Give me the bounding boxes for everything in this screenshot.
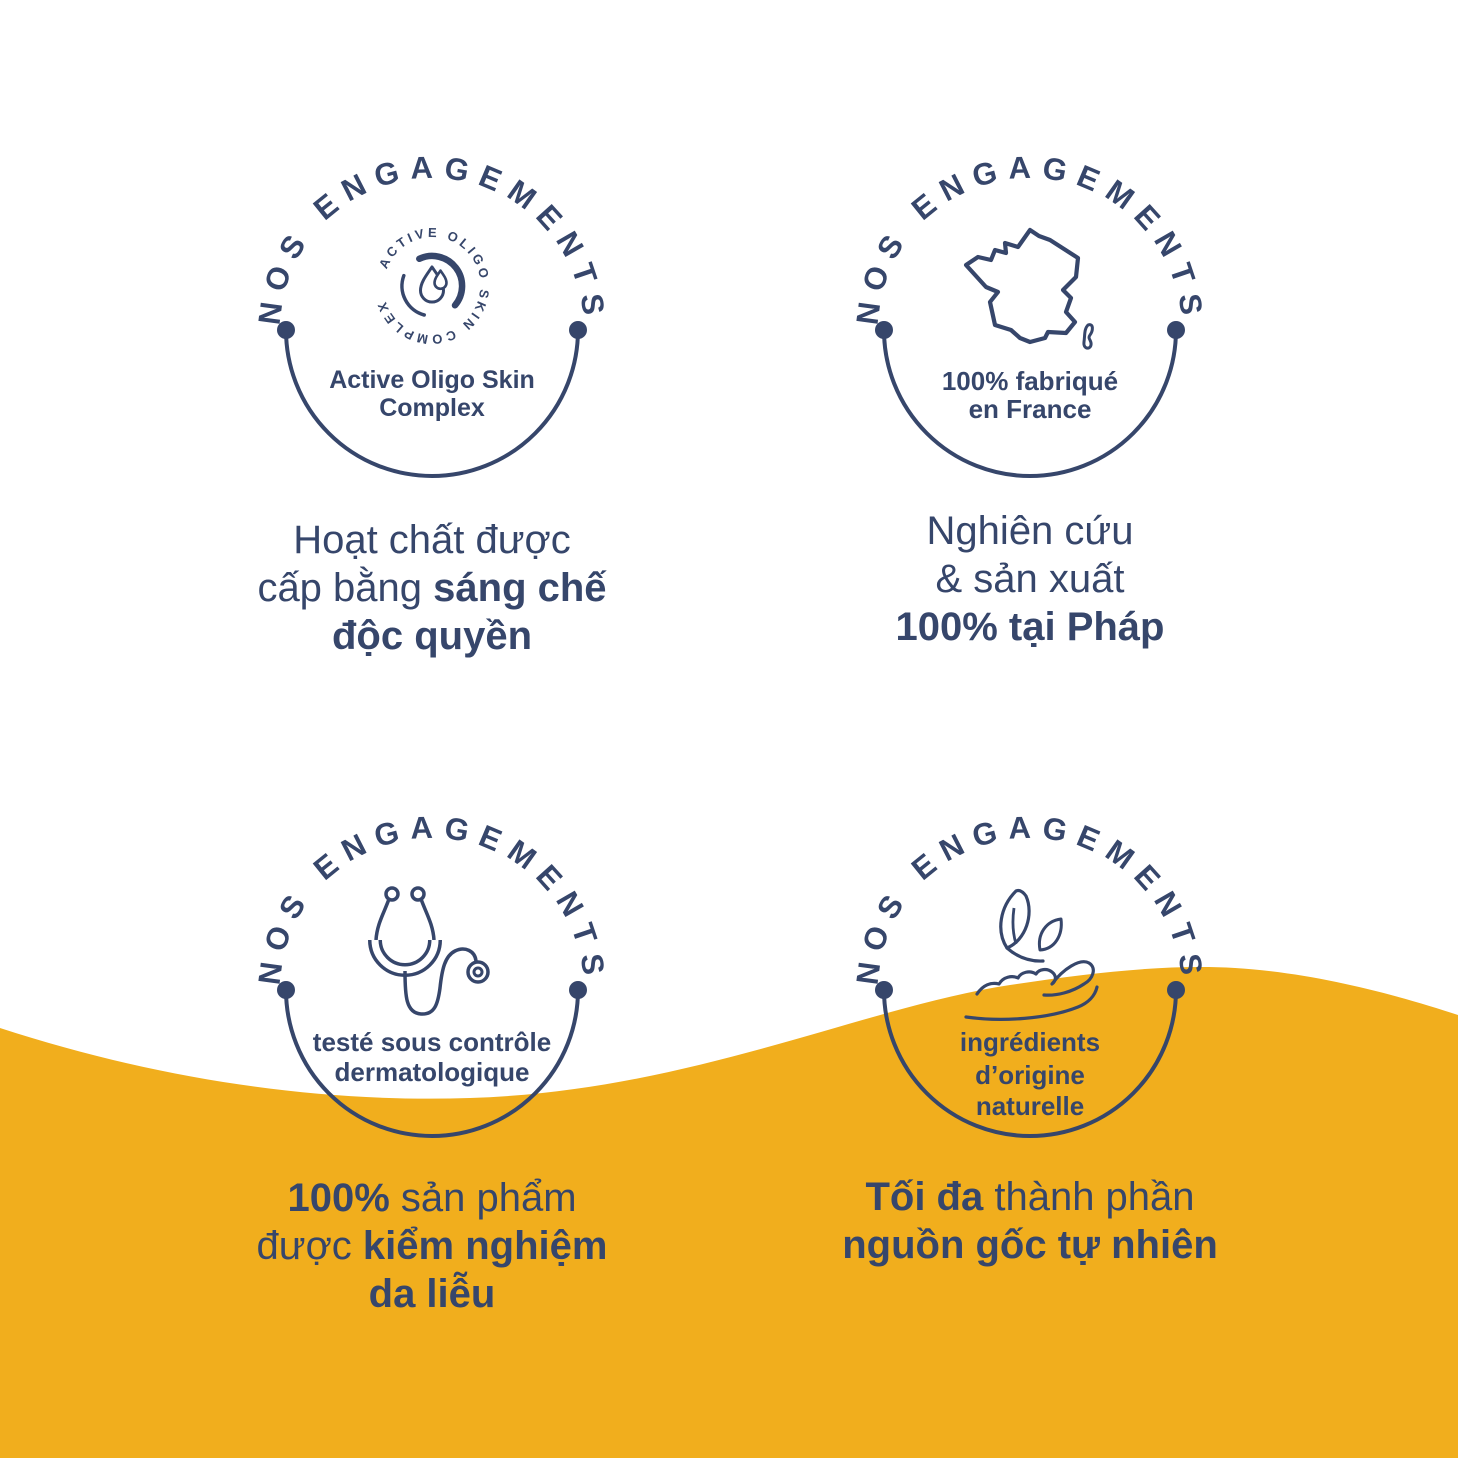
caption-segment: thành phần — [983, 1175, 1195, 1219]
caption-natural-origin: Tối đa thành phần nguồn gốc tự nhiên — [730, 1173, 1330, 1269]
badge-label-line1: ingrédients — [960, 1027, 1100, 1057]
ring-bottom-arc — [882, 989, 1178, 1138]
caption-segment: Nghiên cứu — [926, 509, 1134, 553]
stethoscope-u-inner — [371, 939, 439, 974]
caption-made-in-france: Nghiên cứu & sản xuất 100% tại Pháp — [730, 507, 1330, 651]
caption-line: độc quyền — [132, 612, 732, 660]
corsica-outline — [1082, 323, 1094, 350]
caption-segment: sản phẩm — [389, 1176, 577, 1220]
caption-line: 100% tại Pháp — [730, 603, 1330, 651]
stethoscope-chestpiece — [466, 960, 490, 984]
caption-segment: độc quyền — [331, 614, 533, 658]
seal-arc-thick — [416, 252, 466, 309]
badge-derma-seal: NOS ENGAGEMENTS testé sous contrôle derm… — [251, 810, 602, 1138]
badge-label-line2: dermatologique — [334, 1057, 529, 1087]
caption-line: Hoạt chất được — [132, 516, 732, 564]
caption-line: nguồn gốc tự nhiên — [730, 1221, 1330, 1269]
badge-label-line2: en France — [969, 394, 1092, 424]
leaf-small — [1037, 917, 1063, 952]
badge-patented-complex: NOS ENGAGEMENTS ACTIVE OLIGO SKIN COMPLE… — [251, 150, 612, 510]
badge-made-in-france: NOS ENGAGEMENTS 100% fabriqué en France — [849, 150, 1210, 510]
hand-palm-line — [964, 985, 1099, 1021]
caption-line: & sản xuất — [730, 555, 1330, 603]
caption-segment: Tối đa — [865, 1175, 984, 1219]
caption-dermatologically-tested: 100% sản phẩm được kiểm nghiệm da liễu — [132, 1174, 732, 1318]
badge-natural-origin: NOS ENGAGEMENTS ingrédients d’origine na… — [849, 810, 1210, 1170]
stethoscope-tube-right — [419, 898, 436, 941]
stethoscope-cord — [403, 947, 478, 1016]
caption-patented-complex: Hoạt chất được cấp bằng sáng chế độc quy… — [132, 516, 732, 660]
leaf-large — [999, 888, 1031, 950]
caption-segment: sáng chế — [433, 566, 607, 610]
ring-label: NOS ENGAGEMENTS — [849, 150, 1210, 327]
badge-label-line3: naturelle — [976, 1091, 1084, 1121]
caption-line: 100% sản phẩm — [132, 1174, 732, 1222]
badge-label-line1: testé sous contrôle — [313, 1027, 551, 1057]
ring-bottom-arc — [284, 329, 580, 478]
hand-fingers-line — [975, 960, 1095, 997]
seal-arc-thin — [400, 273, 426, 317]
caption-segment: nguồn gốc tự nhiên — [842, 1223, 1218, 1267]
badge-label-line2: d’origine — [975, 1060, 1085, 1090]
caption-line: cấp bằng sáng chế — [132, 564, 732, 612]
badge-natural-seal: NOS ENGAGEMENTS ingrédients d’origine na… — [849, 810, 1200, 1138]
caption-segment: cấp bằng — [257, 566, 434, 610]
caption-segment: Hoạt chất được — [293, 518, 571, 562]
badge-made-in-france-seal: NOS ENGAGEMENTS 100% fabriqué en France — [849, 150, 1210, 478]
france-outline — [963, 227, 1081, 345]
ring-bottom-arc — [882, 329, 1178, 478]
caption-line: Tối đa thành phần — [730, 1173, 1330, 1221]
stethoscope-ear-left — [384, 886, 400, 902]
active-oligo-seal-icon: ACTIVE OLIGO SKIN COMPLEX — [373, 225, 489, 347]
caption-line: Nghiên cứu — [730, 507, 1330, 555]
badge-dermatologically-tested: NOS ENGAGEMENTS testé sous contrôle derm… — [251, 810, 612, 1170]
caption-segment: 100% — [287, 1176, 390, 1220]
badge-label-line1: Active Oligo Skin — [329, 366, 535, 394]
badge-label-line2: Complex — [379, 394, 485, 422]
france-map-icon — [963, 227, 1094, 350]
caption-line: được kiểm nghiệm — [132, 1222, 732, 1270]
badge-patented-complex-seal: NOS ENGAGEMENTS ACTIVE OLIGO SKIN COMPLE… — [251, 150, 602, 478]
caption-segment: & sản xuất — [935, 557, 1125, 601]
leaf-stem — [1005, 946, 1045, 963]
wave-shape — [0, 967, 1458, 1458]
stethoscope-ear-right — [410, 886, 426, 902]
ring-bottom-arc — [284, 989, 580, 1138]
stethoscope-icon — [368, 886, 490, 1016]
caption-segment: kiểm nghiệm — [362, 1224, 608, 1268]
caption-segment: được — [256, 1224, 363, 1268]
caption-segment: 100% tại Pháp — [895, 605, 1165, 649]
leaf-vein — [1011, 907, 1018, 945]
hand-leaves-icon — [964, 888, 1099, 1021]
caption-segment: da liễu — [368, 1272, 496, 1316]
droplet-small-icon — [433, 269, 448, 291]
caption-line: da liễu — [132, 1270, 732, 1318]
stethoscope-chestpiece-center — [472, 966, 484, 978]
badge-label-line1: 100% fabriqué — [942, 366, 1118, 396]
stethoscope-tube-left — [374, 898, 391, 941]
